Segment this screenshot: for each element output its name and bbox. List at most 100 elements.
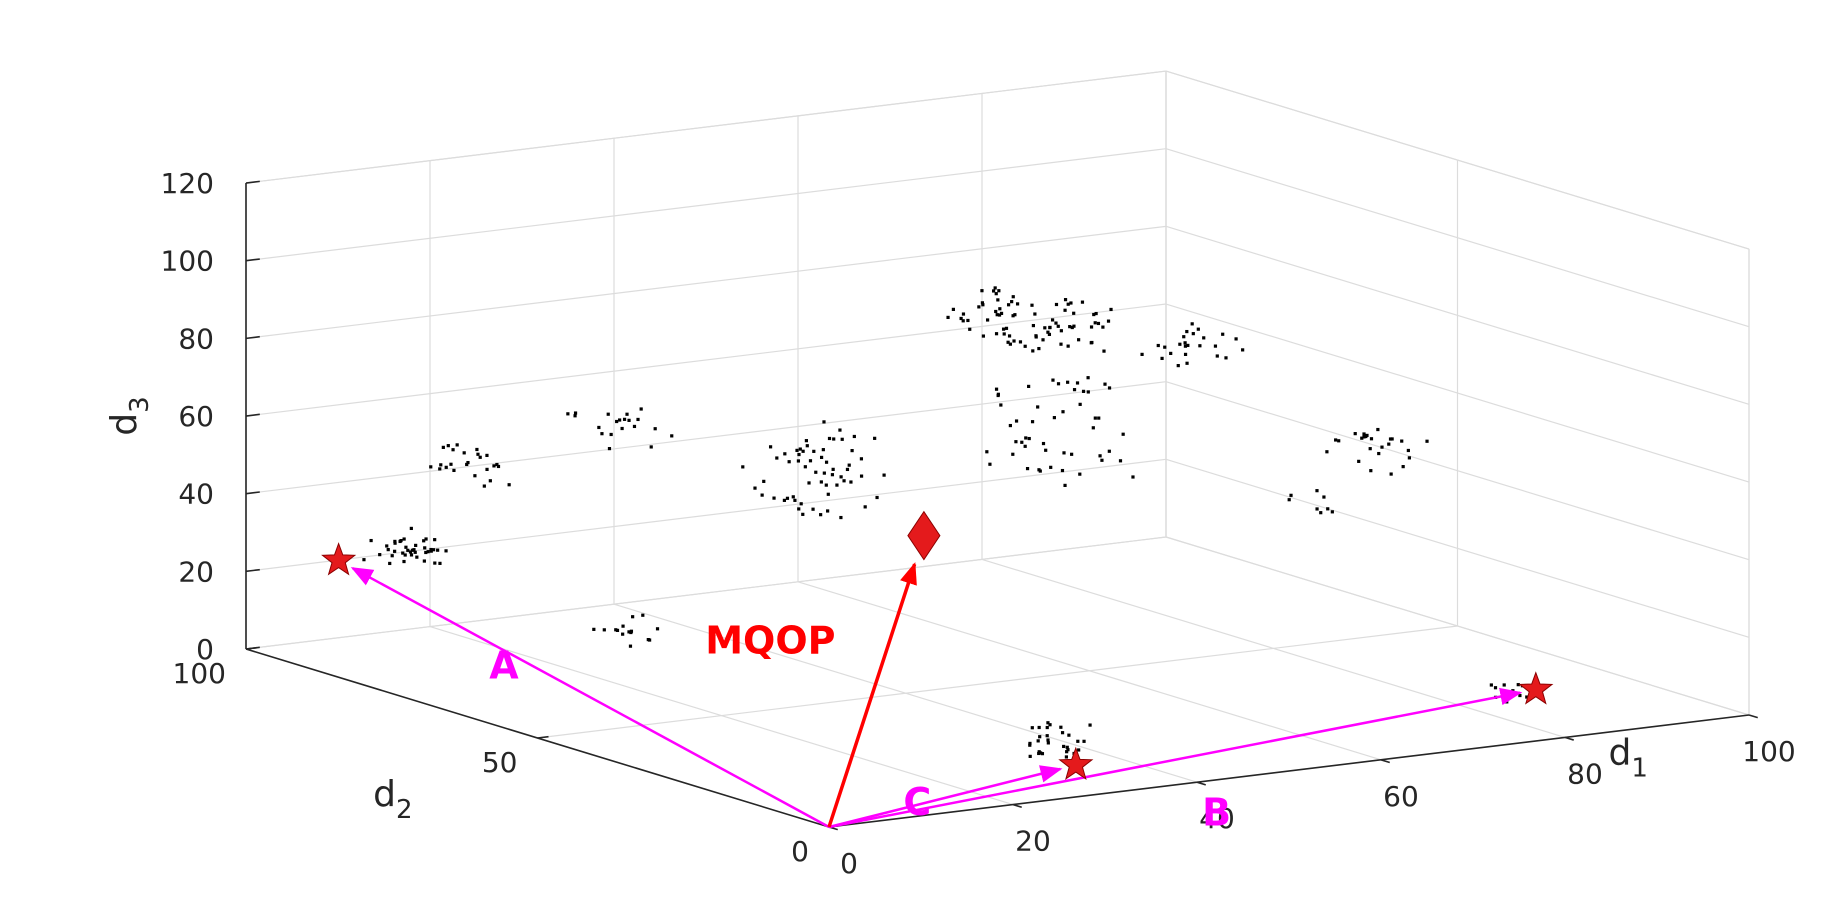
scatter-point — [787, 460, 791, 464]
scatter-point — [850, 448, 854, 453]
x-tick-label: 60 — [1383, 780, 1419, 813]
scatter-point — [882, 473, 886, 477]
scatter-point — [1101, 325, 1105, 329]
scatter-point — [1052, 416, 1056, 420]
scatter-point — [819, 455, 824, 460]
scatter-point — [449, 462, 453, 466]
highlight-markers — [321, 510, 1554, 780]
scatter-point — [785, 496, 790, 500]
scatter-point — [1027, 384, 1031, 389]
scatter-point — [597, 425, 601, 430]
scatter-point — [401, 551, 405, 555]
z-tick-label: 100 — [161, 245, 214, 278]
scatter-point — [946, 315, 950, 320]
x-tick — [1564, 736, 1574, 741]
scatter-point — [996, 393, 1000, 398]
scatter-point — [649, 445, 653, 449]
scatter-point — [439, 463, 443, 467]
scatter-point — [620, 426, 624, 431]
scatter-point — [1098, 454, 1102, 458]
z-tick-label: 80 — [178, 322, 214, 355]
scatter-point — [415, 555, 419, 559]
scatter-point — [980, 289, 984, 293]
scatter-point — [977, 305, 981, 309]
scatter-point — [981, 334, 985, 338]
scatter-point — [1082, 739, 1086, 743]
scatter-point — [615, 419, 619, 424]
scatter-point — [485, 467, 489, 471]
scatter-point — [1156, 343, 1160, 348]
scatter-point — [1505, 700, 1509, 704]
scatter-point — [1081, 389, 1086, 393]
scatter-point — [966, 318, 970, 323]
scatter-point — [1319, 511, 1323, 515]
scatter-point — [409, 553, 414, 557]
scatter-point — [824, 483, 828, 487]
scatter-point — [994, 292, 998, 296]
scatter-point — [1038, 735, 1042, 739]
scatter-point — [641, 613, 645, 617]
z-tick — [245, 646, 260, 650]
scatter-point — [1198, 344, 1202, 348]
scatter-point — [859, 474, 864, 478]
scatter-point — [403, 553, 407, 557]
scatter-point — [762, 479, 766, 483]
scatter-point — [482, 484, 486, 488]
scatter-point — [1004, 326, 1009, 330]
scatter-point — [1046, 741, 1050, 745]
scatter-point — [1334, 438, 1338, 442]
scatter-point — [1066, 302, 1070, 306]
scatter-point — [639, 407, 643, 411]
scatter-point — [1118, 459, 1123, 463]
scatter-point — [369, 538, 373, 543]
scatter-point — [830, 473, 835, 477]
scatter-point — [985, 450, 989, 454]
scatter-point — [768, 445, 773, 449]
scatter-point — [1010, 300, 1014, 304]
scatter-point — [1369, 469, 1373, 473]
scatter-point — [1070, 325, 1074, 330]
scatter-point — [621, 632, 625, 636]
scatter-point — [826, 509, 830, 513]
scatter-point — [1289, 493, 1293, 497]
scatter-point — [1046, 738, 1050, 742]
scatter-point — [600, 432, 604, 436]
scatter-point — [1388, 437, 1393, 441]
scatter-point — [433, 561, 437, 565]
scatter-point — [859, 457, 864, 461]
scatter-point — [1186, 343, 1190, 348]
z-tick-label: 40 — [178, 478, 214, 511]
scatter-point — [1060, 731, 1065, 735]
scatter-point — [1072, 311, 1076, 315]
scatter-point — [1060, 468, 1065, 473]
scatter-point — [782, 498, 787, 502]
scatter-point — [1337, 439, 1341, 443]
scatter-point — [997, 313, 1002, 317]
scatter-point — [760, 493, 764, 497]
scatter-point — [811, 507, 815, 511]
scatter-point — [1023, 444, 1027, 448]
scatter-point — [808, 459, 813, 463]
scatter-point — [1380, 445, 1384, 449]
scatter-point — [995, 313, 999, 317]
scatter-point — [1031, 349, 1035, 353]
scatter-point — [475, 447, 479, 452]
scatter-point — [632, 424, 637, 429]
scatter-point — [839, 475, 843, 479]
x-tick-label: 20 — [1015, 825, 1051, 858]
scatter-point — [801, 449, 805, 453]
scatter-point — [1008, 342, 1012, 346]
scatter-point — [452, 468, 456, 473]
scatter-point — [980, 301, 985, 305]
scatter-point — [1196, 327, 1200, 331]
scatter-point — [1059, 725, 1063, 729]
scatter-point — [566, 412, 570, 416]
scatter-point — [607, 447, 612, 451]
vector-b — [828, 687, 1523, 829]
scatter-point — [1387, 442, 1391, 446]
scatter-point — [1502, 683, 1506, 687]
scatter-point — [797, 507, 801, 511]
grid-line — [245, 225, 1167, 339]
scatter-point — [670, 434, 674, 438]
